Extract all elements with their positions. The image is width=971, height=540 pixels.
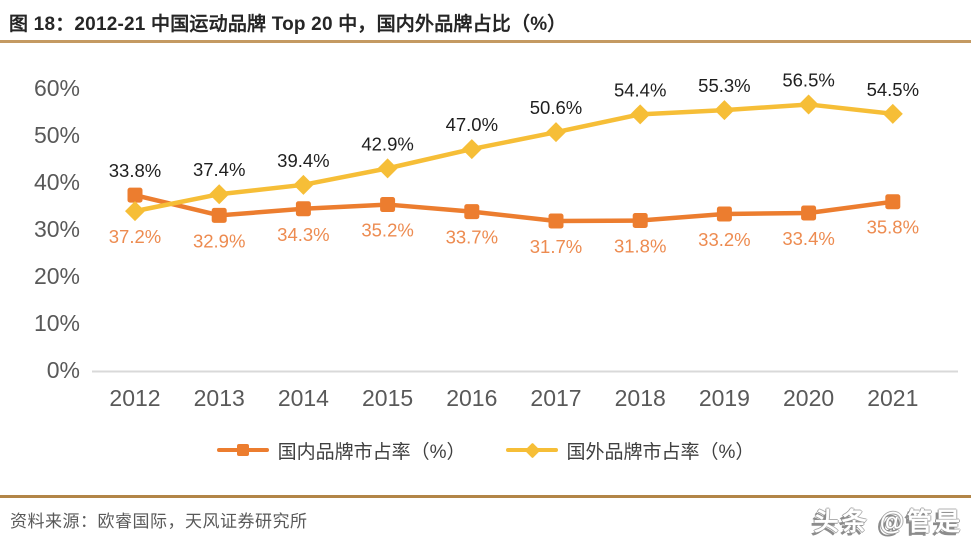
chart-legend: 国内品牌市占率（%） 国外品牌市占率（%） xyxy=(0,434,971,466)
diamond-marker-icon xyxy=(524,442,540,459)
data-label: 33.7% xyxy=(446,227,498,248)
marker-diamond-icon xyxy=(209,184,230,205)
data-label: 31.7% xyxy=(530,236,582,257)
x-axis-tick-label: 2019 xyxy=(699,385,750,411)
y-axis-tick-label: 50% xyxy=(34,122,80,148)
data-label: 34.3% xyxy=(277,224,329,245)
data-label: 50.6% xyxy=(530,97,582,118)
x-axis-tick-label: 2013 xyxy=(194,385,245,411)
x-axis-tick-label: 2018 xyxy=(615,385,666,411)
legend-item-domestic: 国内品牌市占率（%） xyxy=(216,437,466,464)
data-label: 37.2% xyxy=(109,226,161,247)
marker-diamond-icon xyxy=(798,94,819,115)
x-axis-tick-label: 2012 xyxy=(109,385,160,411)
data-label: 35.8% xyxy=(867,217,919,238)
marker-diamond-icon xyxy=(125,201,145,222)
data-label: 47.0% xyxy=(446,114,498,135)
data-label: 35.2% xyxy=(361,220,413,241)
x-axis-tick-label: 2016 xyxy=(446,385,497,411)
y-axis-tick-label: 60% xyxy=(34,75,80,101)
legend-label-foreign: 国外品牌市占率（%） xyxy=(566,441,755,463)
marker-square-icon xyxy=(380,197,396,213)
watermark: 头条 @管是 xyxy=(813,508,963,536)
marker-diamond-icon xyxy=(714,100,735,121)
x-axis-tick-label: 2020 xyxy=(783,385,834,411)
marker-square-icon xyxy=(295,201,311,217)
source-note: 资料来源：欧睿国际，天风证券研究所 xyxy=(10,512,308,531)
data-label: 54.5% xyxy=(867,79,919,100)
data-label: 33.4% xyxy=(782,228,834,249)
y-axis-tick-label: 10% xyxy=(34,310,80,336)
marker-diamond-icon xyxy=(546,122,566,143)
y-axis-tick-label: 0% xyxy=(47,357,80,383)
data-label: 31.8% xyxy=(614,236,666,257)
marker-square-icon xyxy=(885,194,901,210)
chart-canvas: 0% 10% 20% 30% 40% 50% 60% 2012 2013 2014 2015 2016… xyxy=(34,69,958,411)
x-axis-tick-label: 2015 xyxy=(362,385,413,411)
marker-square-icon xyxy=(127,187,143,203)
series-line-square xyxy=(132,192,896,224)
square-marker-icon xyxy=(236,444,249,456)
legend-label-domestic: 国内品牌市占率（%） xyxy=(277,441,466,463)
data-label: 56.5% xyxy=(782,69,834,90)
marker-square-icon xyxy=(211,207,227,223)
data-label: 33.8% xyxy=(109,160,161,181)
y-axis-tick-label: 30% xyxy=(34,216,80,242)
legend-item-foreign: 国外品牌市占率（%） xyxy=(505,437,755,464)
top-divider xyxy=(0,40,971,43)
marker-square-icon xyxy=(716,206,732,222)
marker-square-icon xyxy=(632,213,648,229)
x-axis-tick-label: 2021 xyxy=(867,385,918,411)
marker-diamond-icon xyxy=(377,158,398,179)
data-label: 54.4% xyxy=(614,79,666,100)
data-label: 32.9% xyxy=(193,230,245,251)
marker-diamond-icon xyxy=(461,139,482,160)
line-square-marker-icon xyxy=(216,442,269,458)
x-axis-tick-label: 2017 xyxy=(530,385,581,411)
bottom-divider xyxy=(0,495,971,498)
series-line-diamond xyxy=(132,102,896,214)
marker-square-icon xyxy=(548,213,564,229)
marker-square-icon xyxy=(801,205,817,221)
marker-diamond-icon xyxy=(882,103,903,124)
marker-diamond-icon xyxy=(630,104,651,125)
marker-square-icon xyxy=(464,204,480,220)
x-axis-tick-label: 2014 xyxy=(278,385,329,411)
data-label: 37.4% xyxy=(193,159,245,180)
marker-diamond-icon xyxy=(293,174,314,195)
y-axis-tick-label: 40% xyxy=(34,169,80,195)
data-label: 42.9% xyxy=(361,133,413,154)
y-axis-tick-label: 20% xyxy=(34,263,80,289)
line-diamond-marker-icon xyxy=(505,442,558,459)
data-label: 55.3% xyxy=(698,75,750,96)
data-label: 33.2% xyxy=(698,229,750,250)
chart-title: 图 18：2012-21 中国运动品牌 Top 20 中，国内外品牌占比（%） xyxy=(9,14,567,35)
data-label: 39.4% xyxy=(277,150,329,171)
